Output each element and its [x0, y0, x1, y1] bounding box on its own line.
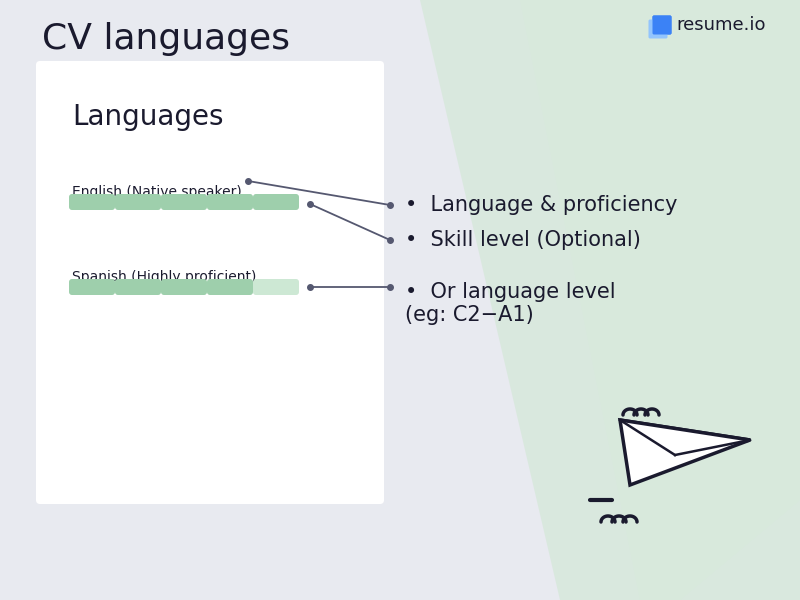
- FancyBboxPatch shape: [161, 279, 207, 295]
- FancyBboxPatch shape: [653, 16, 671, 34]
- Polygon shape: [420, 0, 800, 600]
- FancyBboxPatch shape: [207, 194, 253, 210]
- Text: •  Skill level (Optional): • Skill level (Optional): [405, 230, 641, 250]
- Polygon shape: [520, 0, 800, 600]
- FancyBboxPatch shape: [161, 194, 207, 210]
- Text: •  Or language level
(eg: C2−A1): • Or language level (eg: C2−A1): [405, 282, 616, 325]
- FancyBboxPatch shape: [253, 194, 299, 210]
- Text: •  Language & proficiency: • Language & proficiency: [405, 195, 678, 215]
- FancyBboxPatch shape: [207, 279, 253, 295]
- Text: Languages: Languages: [72, 103, 223, 131]
- Text: resume.io: resume.io: [676, 16, 766, 34]
- FancyBboxPatch shape: [253, 279, 299, 295]
- FancyBboxPatch shape: [69, 279, 115, 295]
- FancyBboxPatch shape: [655, 16, 671, 32]
- FancyBboxPatch shape: [649, 19, 667, 38]
- Polygon shape: [620, 420, 750, 455]
- Text: CV languages: CV languages: [42, 22, 290, 56]
- Polygon shape: [620, 420, 750, 485]
- FancyBboxPatch shape: [115, 194, 161, 210]
- FancyBboxPatch shape: [653, 16, 671, 34]
- FancyBboxPatch shape: [36, 61, 384, 504]
- FancyBboxPatch shape: [115, 279, 161, 295]
- Text: English (Native speaker): English (Native speaker): [72, 185, 242, 199]
- FancyBboxPatch shape: [69, 194, 115, 210]
- Text: Spanish (Highly proficient): Spanish (Highly proficient): [72, 270, 256, 284]
